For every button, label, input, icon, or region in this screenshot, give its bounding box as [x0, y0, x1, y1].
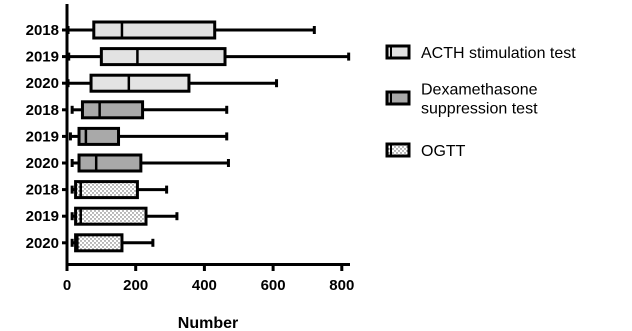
- box-2-0: [70, 180, 169, 200]
- legend-swatch: [385, 142, 411, 158]
- y-tick-label: 2019: [26, 208, 59, 225]
- y-tick-label: 2019: [26, 49, 59, 66]
- box-iqr: [92, 20, 217, 40]
- box-iqr: [89, 73, 191, 93]
- box-iqr: [80, 100, 145, 120]
- axes: 0 200 400 600 800 20182019202020182019202020…: [26, 4, 354, 331]
- box-iqr: [74, 206, 148, 226]
- box-1-0: [70, 100, 229, 120]
- y-tick-label: 2018: [26, 102, 59, 119]
- box-iqr: [77, 126, 121, 146]
- box-iqr: [74, 233, 124, 253]
- x-ticks: 0 200 400 600 800: [63, 264, 354, 294]
- y-tick-labels: 2018 2019 2020 2018 2019 2020 2018 2019 2020: [26, 22, 67, 252]
- legend-item-0: ACTH stimulation test: [385, 44, 576, 62]
- legend-label: Dexamethasone: [421, 82, 538, 99]
- legend-swatch: [385, 90, 411, 106]
- legend-label: suppression test: [421, 101, 538, 118]
- box-iqr: [77, 153, 143, 173]
- y-tick-label: 2020: [26, 235, 59, 252]
- legend-item-2: OGTT: [385, 142, 466, 160]
- legend-label: OGTT: [421, 143, 466, 160]
- box-1-2: [70, 153, 230, 173]
- x-tick-label: 400: [192, 277, 217, 294]
- box-2-2: [70, 233, 155, 253]
- x-axis-title: Number: [178, 315, 238, 331]
- legend-item-1: Dexamethasone suppression test: [385, 82, 538, 118]
- box-0-2: [66, 73, 279, 93]
- box-0-0: [66, 20, 316, 40]
- legend: ACTH stimulation test Dexamethasone suppre…: [385, 44, 576, 160]
- box-2-1: [70, 206, 179, 226]
- legend-swatch: [385, 44, 411, 60]
- y-tick-label: 2018: [26, 22, 59, 39]
- y-tick-label: 2020: [26, 155, 59, 172]
- plot-area: [66, 20, 351, 253]
- y-tick-label: 2018: [26, 182, 59, 199]
- y-tick-label: 2020: [26, 75, 59, 92]
- box-1-1: [68, 126, 229, 146]
- x-tick-label: 800: [329, 277, 354, 294]
- box-iqr: [99, 47, 227, 67]
- y-tick-label: 2019: [26, 128, 59, 145]
- box-iqr: [74, 180, 139, 200]
- x-tick-label: 200: [123, 277, 148, 294]
- x-tick-label: 600: [261, 277, 286, 294]
- legend-label: ACTH stimulation test: [421, 45, 576, 62]
- box-0-1: [67, 47, 351, 67]
- x-tick-label: 0: [63, 277, 71, 294]
